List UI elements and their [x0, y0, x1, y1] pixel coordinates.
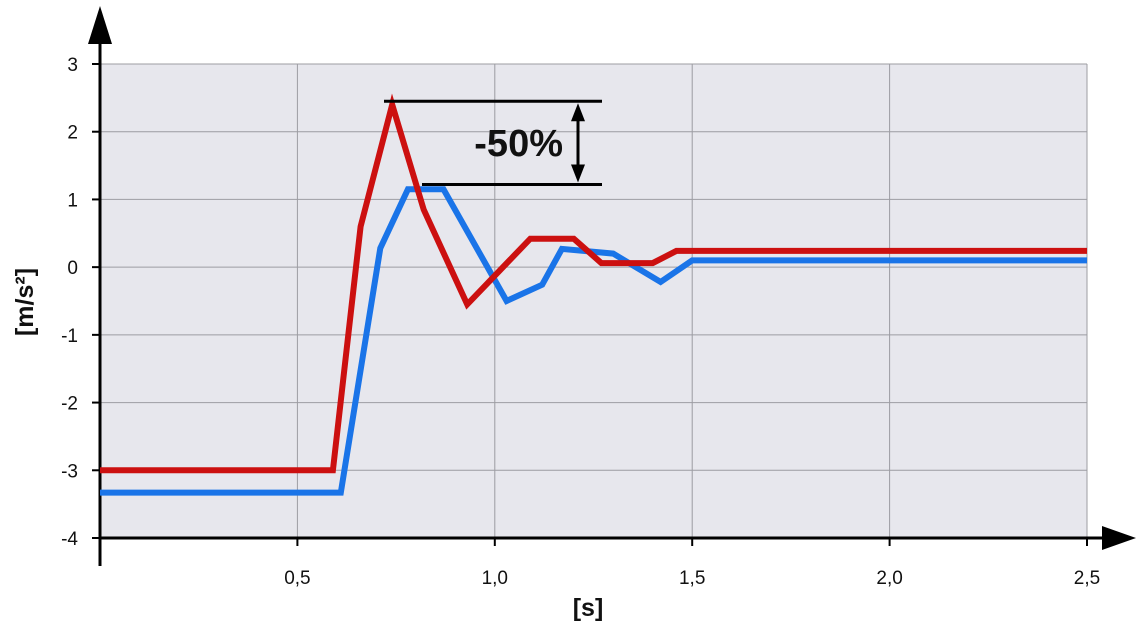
x-tick-label: 2,0: [876, 568, 902, 589]
x-tick-label: 1,5: [679, 568, 705, 589]
y-tick-label: 3: [67, 55, 78, 76]
axes: [88, 6, 1136, 566]
y-tick-label: 2: [67, 123, 78, 144]
annotation: -50%: [384, 99, 602, 187]
plot-area: [100, 64, 1087, 538]
series-group: [100, 93, 1087, 496]
annotation-label: -50%: [474, 123, 563, 165]
series-line-2: [100, 93, 1087, 474]
x-tick-label: 0,5: [284, 568, 310, 589]
y-axis-label: [m/s²]: [11, 268, 39, 336]
y-axis-arrowhead: [88, 6, 112, 44]
x-axis-label: [s]: [573, 594, 604, 622]
y-tick-label: 0: [67, 258, 78, 279]
y-tick-label: -4: [61, 529, 78, 550]
annotation-arrowhead-down: [571, 164, 585, 183]
y-tick-label: -3: [61, 461, 78, 482]
x-tick-label: 1,0: [482, 568, 508, 589]
x-axis-arrowhead: [1102, 526, 1136, 550]
x-tick-label: 2,5: [1074, 568, 1100, 589]
y-tick-label: -2: [61, 394, 78, 415]
tick-labels: 3 2 1 0 -1 -2 -3 -4 0,5 1,0 1,5 2,0 2,5: [61, 55, 1100, 589]
series-line-1: [100, 186, 1087, 496]
y-tick-label: 1: [67, 190, 78, 211]
y-tick-label: -1: [61, 326, 78, 347]
annotation-arrowhead-up: [571, 103, 585, 122]
